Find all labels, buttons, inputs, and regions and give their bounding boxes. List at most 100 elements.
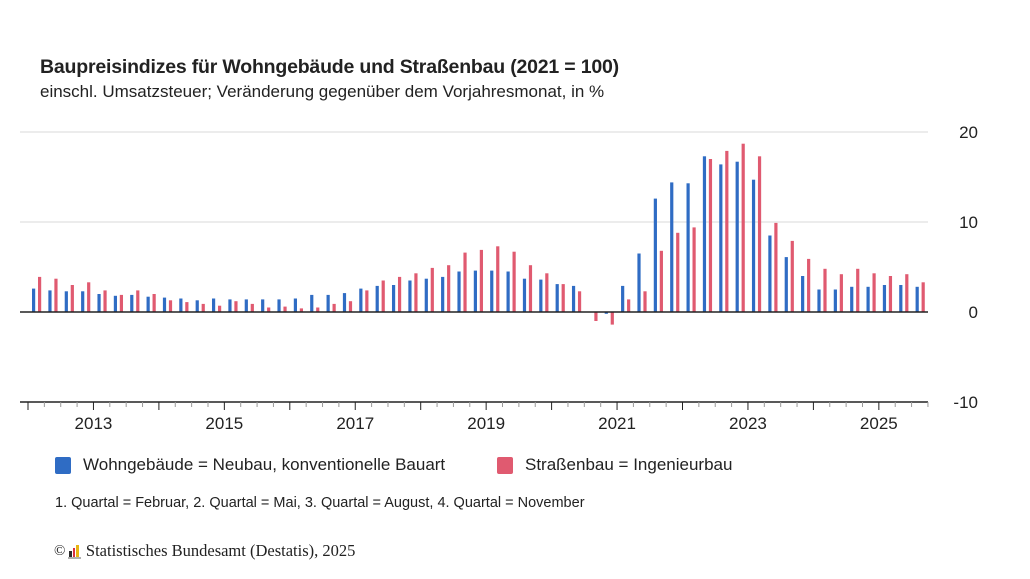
bar-strassenbau-2023-Q2 [774, 222, 778, 312]
bar-wohngebaeude-2016-Q2 [310, 294, 314, 312]
bar-wohngebaeude-2018-Q4 [473, 270, 477, 312]
bar-strassenbau-2024-Q4 [872, 273, 876, 312]
bar-strassenbau-2019-Q1 [496, 246, 500, 312]
quarter-note: 1. Quartal = Februar, 2. Quartal = Mai, … [55, 495, 585, 511]
destatis-logo-icon [68, 544, 81, 559]
bar-wohngebaeude-2021-Q4 [670, 182, 674, 312]
y-tick-label: 0 [969, 303, 978, 322]
bar-wohngebaeude-2023-Q2 [768, 235, 772, 312]
bar-wohngebaeude-2023-Q1 [751, 179, 756, 312]
bar-wohngebaeude-2012-Q4 [81, 291, 85, 312]
bar-wohngebaeude-2021-Q2 [637, 253, 641, 312]
bar-strassenbau-2013-Q4 [152, 294, 156, 312]
bar-strassenbau-2014-Q2 [185, 302, 189, 312]
bar-strassenbau-2019-Q2 [512, 251, 516, 312]
bar-strassenbau-2025-Q2 [905, 274, 909, 312]
bar-strassenbau-2023-Q4 [807, 258, 811, 312]
bar-wohngebaeude-2024-Q3 [850, 286, 854, 312]
bar-strassenbau-2012-Q3 [70, 285, 74, 312]
bar-wohngebaeude-2019-Q3 [522, 278, 527, 312]
bar-wohngebaeude-2017-Q4 [408, 280, 412, 312]
bar-strassenbau-2016-Q1 [299, 308, 303, 312]
bar-strassenbau-2024-Q3 [856, 268, 860, 312]
bar-wohngebaeude-2013-Q3 [130, 294, 134, 312]
bar-wohngebaeude-2020-Q4 [604, 312, 608, 314]
bar-strassenbau-2020-Q1 [561, 284, 565, 312]
bar-strassenbau-2015-Q3 [267, 307, 271, 312]
bar-strassenbau-2019-Q4 [545, 273, 549, 312]
bar-wohngebaeude-2017-Q1 [359, 288, 363, 312]
bar-wohngebaeude-2016-Q3 [326, 294, 330, 312]
y-tick-label: 20 [959, 123, 978, 142]
bar-strassenbau-2021-Q3 [659, 250, 663, 312]
bar-strassenbau-2014-Q1 [168, 300, 173, 312]
source-text[interactable]: Statistisches Bundesamt (Destatis), 2025 [85, 541, 356, 560]
bar-wohngebaeude-2023-Q4 [801, 276, 805, 312]
bar-wohngebaeude-2017-Q3 [391, 285, 396, 312]
bar-strassenbau-2018-Q2 [447, 265, 451, 312]
legend-label-strassenbau: Straßenbau = Ingenieurbau [525, 455, 733, 474]
x-tick-label: 2015 [205, 414, 243, 433]
bar-wohngebaeude-2015-Q3 [261, 299, 265, 312]
legend-item-wohngebaeude[interactable]: Wohngebäude = Neubau, konventionelle Bau… [55, 455, 445, 475]
bar-strassenbau-2020-Q4 [610, 312, 614, 325]
bar-wohngebaeude-2022-Q2 [702, 156, 707, 312]
bar-strassenbau-2012-Q1 [38, 276, 42, 312]
bar-wohngebaeude-2012-Q1 [32, 288, 36, 312]
bar-strassenbau-2023-Q1 [757, 156, 762, 312]
bar-strassenbau-2012-Q2 [54, 278, 58, 312]
bar-wohngebaeude-2016-Q4 [342, 293, 347, 312]
bar-strassenbau-2021-Q2 [643, 291, 647, 312]
bar-strassenbau-2022-Q4 [741, 143, 745, 312]
bar-strassenbau-2017-Q4 [414, 273, 418, 312]
bar-wohngebaeude-2020-Q2 [571, 285, 576, 312]
source-line: © Statistisches Bundesamt (Destatis), 20… [54, 541, 355, 561]
x-tick-label: 2021 [598, 414, 636, 433]
bar-wohngebaeude-2015-Q2 [244, 299, 248, 312]
bar-strassenbau-2012-Q4 [87, 282, 91, 312]
bar-wohngebaeude-2022-Q3 [719, 164, 723, 312]
bar-wohngebaeude-2014-Q4 [211, 298, 216, 312]
bar-wohngebaeude-2022-Q1 [686, 183, 690, 312]
bar-wohngebaeude-2015-Q4 [277, 299, 281, 312]
bar-wohngebaeude-2012-Q2 [48, 290, 52, 312]
bar-strassenbau-2015-Q2 [250, 303, 254, 312]
bar-wohngebaeude-2025-Q2 [899, 285, 903, 312]
bar-wohngebaeude-2020-Q1 [555, 284, 559, 312]
bar-strassenbau-2022-Q2 [708, 159, 713, 312]
bar-wohngebaeude-2025-Q3 [915, 286, 919, 312]
bar-strassenbau-2013-Q1 [103, 290, 107, 312]
bar-strassenbau-2016-Q4 [348, 301, 353, 312]
x-tick-label: 2025 [860, 414, 898, 433]
legend-item-strassenbau[interactable]: Straßenbau = Ingenieurbau [497, 455, 732, 475]
bar-strassenbau-2020-Q2 [577, 291, 582, 312]
bar-wohngebaeude-2024-Q2 [833, 289, 837, 312]
bar-strassenbau-2015-Q1 [234, 301, 238, 312]
bar-strassenbau-2016-Q2 [316, 307, 320, 312]
legend-swatch-wohngebaeude [55, 456, 71, 474]
bar-strassenbau-2015-Q4 [283, 306, 287, 312]
bar-strassenbau-2024-Q1 [823, 268, 827, 312]
y-tick-labels: 20 10 0 -10 [953, 123, 978, 412]
bar-wohngebaeude-2019-Q4 [539, 279, 543, 312]
bar-strassenbau-2017-Q2 [381, 280, 385, 312]
bars [32, 143, 925, 325]
copyright-icon: © [54, 542, 66, 559]
bar-strassenbau-2020-Q3 [594, 312, 598, 321]
bar-strassenbau-2018-Q3 [463, 252, 467, 312]
legend-label-wohngebaeude: Wohngebäude = Neubau, konventionelle Bau… [83, 455, 446, 474]
bar-wohngebaeude-2013-Q4 [146, 296, 150, 312]
bar-wohngebaeude-2018-Q2 [441, 276, 445, 312]
bar-wohngebaeude-2017-Q2 [375, 285, 379, 312]
bar-strassenbau-2014-Q4 [217, 305, 222, 312]
legend-swatch-strassenbau [497, 456, 513, 474]
bar-strassenbau-2024-Q2 [839, 274, 843, 312]
bar-wohngebaeude-2025-Q1 [882, 285, 887, 312]
bar-wohngebaeude-2013-Q1 [97, 294, 101, 312]
bar-wohngebaeude-2024-Q4 [866, 286, 870, 312]
bar-wohngebaeude-2012-Q3 [64, 291, 68, 312]
bar-strassenbau-2021-Q4 [676, 232, 680, 312]
bar-wohngebaeude-2018-Q3 [457, 271, 461, 312]
bar-chart: 20 10 0 -10 2013 2015 2017 2019 2021 2023 2025 [20, 123, 978, 433]
bar-strassenbau-2013-Q3 [136, 290, 140, 312]
